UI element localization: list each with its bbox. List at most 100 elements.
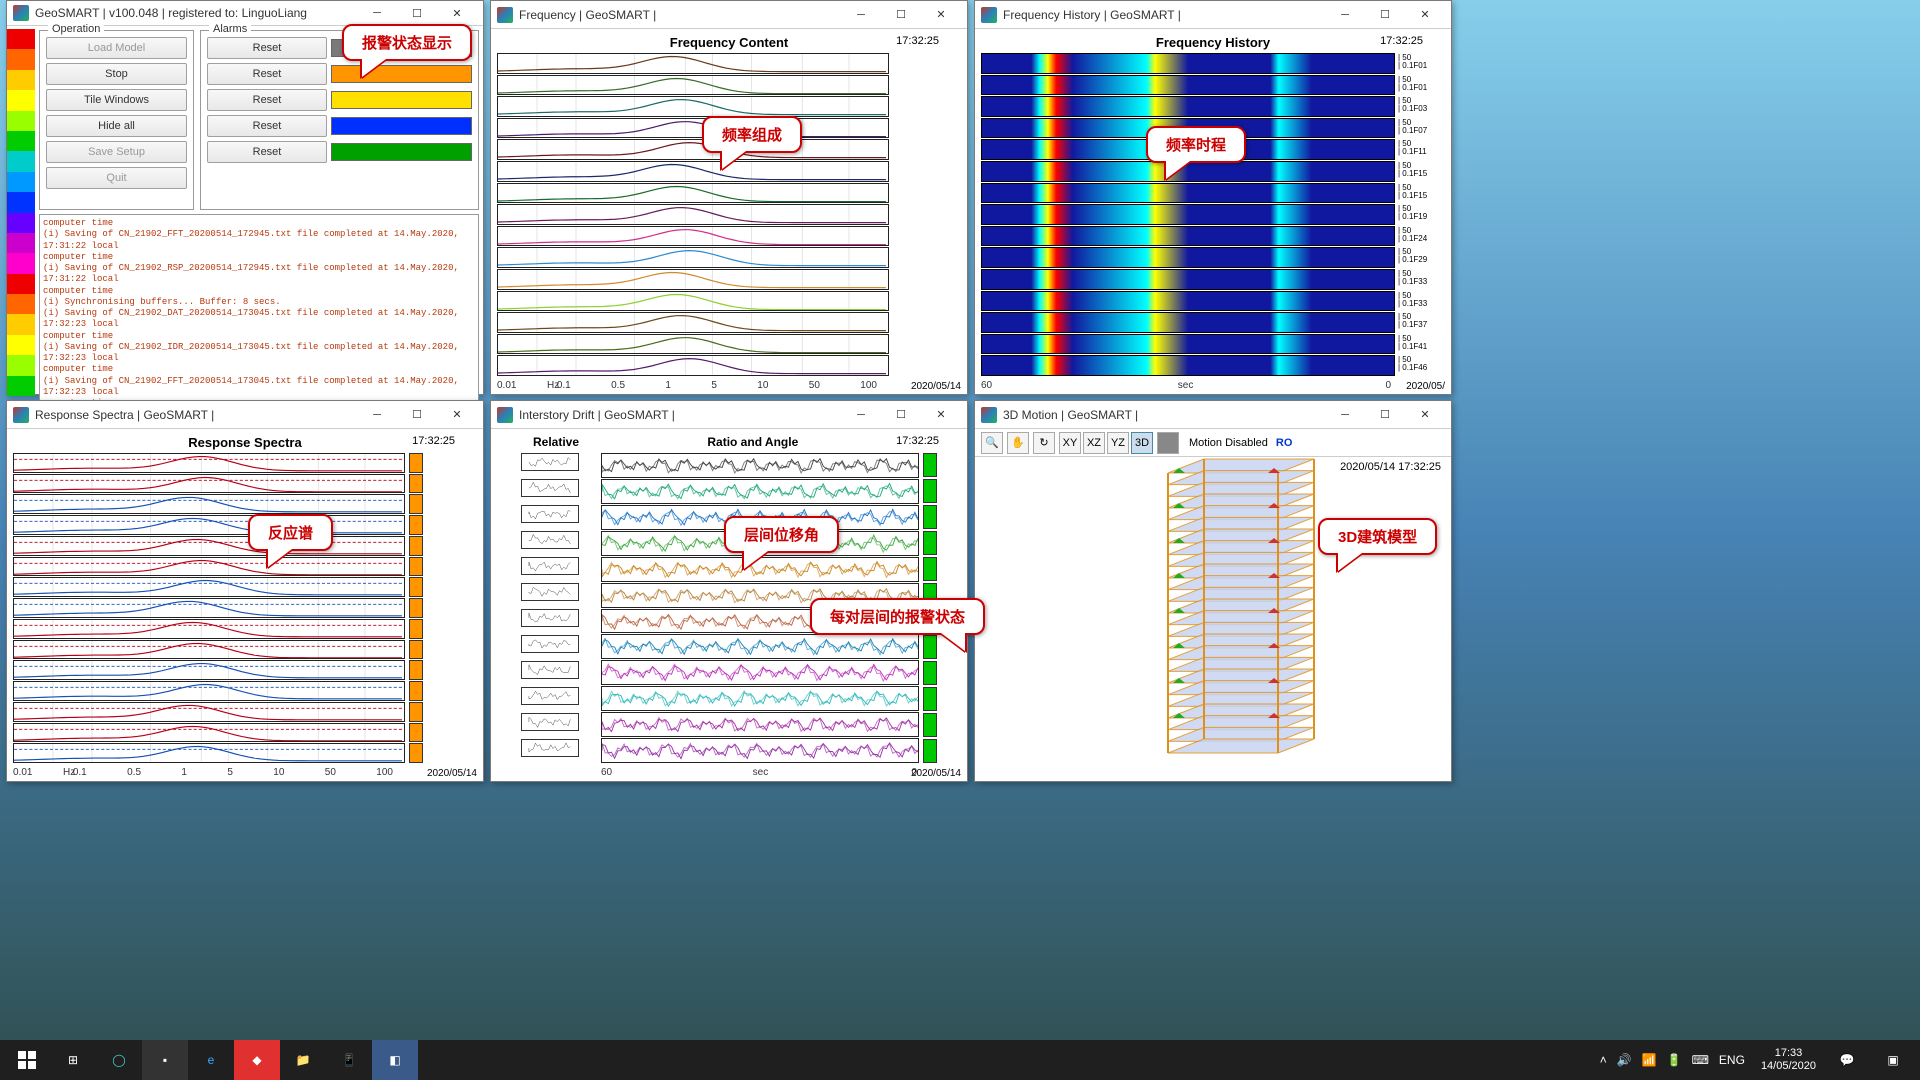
maximize-button[interactable]: ☐	[881, 3, 921, 27]
zoom-icon[interactable]: 🔍	[981, 432, 1003, 454]
alarms-legend: Alarms	[209, 23, 251, 35]
alarm-level-2-bar	[331, 91, 472, 109]
window-title: 3D Motion | GeoSMART |	[1003, 408, 1325, 422]
geosmart-taskbar-icon[interactable]: ◧	[372, 1040, 418, 1080]
spectrogram-strip: | 50 | 0.1F15	[981, 183, 1395, 204]
minimize-button[interactable]: ─	[841, 403, 881, 427]
rotate-icon[interactable]: ↻	[1033, 432, 1055, 454]
callout-drift: 层间位移角	[724, 516, 839, 553]
terminal-icon[interactable]: ▪	[142, 1040, 188, 1080]
op-stop-button[interactable]: Stop	[46, 63, 187, 85]
response-spectra-window: Response Spectra | GeoSMART | ─☐✕ Respon…	[6, 400, 484, 782]
x-axis: 0.010.10.5151050100Hz	[13, 765, 393, 779]
spectrogram-strip: | 50 | 0.1F24	[981, 226, 1395, 247]
drift-thumbnail	[521, 739, 579, 757]
view-yz-button[interactable]: YZ	[1107, 432, 1129, 454]
minimize-button[interactable]: ─	[1325, 403, 1365, 427]
response-spectrum-strip: | 1.000e-02 | 0.000e+00	[13, 723, 405, 743]
channel-indicator-strip	[7, 29, 35, 396]
action-center-icon[interactable]: ▣	[1870, 1040, 1916, 1080]
frequency-channel-strip: | 1.000e-04 | 0.000e+00	[497, 118, 889, 139]
timestamp: 17:32:25	[412, 435, 455, 447]
titlebar[interactable]: Frequency History | GeoSMART | ─☐✕	[975, 1, 1451, 29]
volume-icon[interactable]: 🔊	[1617, 1053, 1632, 1067]
spectrogram-strip: | 50 | 0.1F33	[981, 269, 1395, 290]
op-hide-all-button[interactable]: Hide all	[46, 115, 187, 137]
op-quit-button[interactable]: Quit	[46, 167, 187, 189]
pan-icon[interactable]: ✋	[1007, 432, 1029, 454]
minimize-button[interactable]: ─	[357, 403, 397, 427]
chart-title: Frequency Content	[670, 35, 788, 50]
titlebar[interactable]: Response Spectra | GeoSMART | ─☐✕	[7, 401, 483, 429]
start-button[interactable]	[4, 1040, 50, 1080]
maximize-button[interactable]: ☐	[1365, 403, 1405, 427]
battery-icon[interactable]: 🔋	[1667, 1053, 1682, 1067]
titlebar[interactable]: Frequency | GeoSMART | ─☐✕	[491, 1, 967, 29]
spectrogram-strip: | 50 | 0.1F01	[981, 53, 1395, 74]
minimize-button[interactable]: ─	[1325, 3, 1365, 27]
frequency-channel-strip: | 1.000e-04 | 0.000e+00	[497, 96, 889, 117]
app-icon[interactable]: ◆	[234, 1040, 280, 1080]
view-3d-button[interactable]: 3D	[1131, 432, 1153, 454]
minimize-button[interactable]: ─	[357, 1, 397, 25]
network-icon[interactable]: 📶	[1642, 1053, 1657, 1067]
maximize-button[interactable]: ☐	[397, 1, 437, 25]
notifications-icon[interactable]: 💬	[1824, 1040, 1870, 1080]
titlebar[interactable]: Interstory Drift | GeoSMART | ─☐✕	[491, 401, 967, 429]
reset-alarm-4-button[interactable]: Reset	[207, 141, 327, 163]
drift-ratio-strip	[601, 660, 919, 685]
taskbar-clock[interactable]: 17:3314/05/2020	[1753, 1047, 1824, 1072]
reset-alarm-2-button[interactable]: Reset	[207, 89, 327, 111]
close-button[interactable]: ✕	[1405, 3, 1445, 27]
3d-viewport[interactable]: 2020/05/14 17:32:25	[975, 457, 1451, 781]
alarm-indicator	[409, 702, 423, 722]
callout-3d: 3D建筑模型	[1318, 518, 1437, 555]
reset-alarm-1-button[interactable]: Reset	[207, 63, 327, 85]
app-icon	[13, 407, 29, 423]
drift-alarm-indicator	[923, 505, 937, 529]
close-button[interactable]: ✕	[921, 3, 961, 27]
system-tray[interactable]: ˄ 🔊 📶 🔋 ⌨ ENG	[1592, 1053, 1753, 1067]
view-xy-button[interactable]: XY	[1059, 432, 1081, 454]
op-save-setup-button[interactable]: Save Setup	[46, 141, 187, 163]
op-load-model-button[interactable]: Load Model	[46, 37, 187, 59]
drift-thumbnail	[521, 479, 579, 497]
maximize-button[interactable]: ☐	[397, 403, 437, 427]
window-title: GeoSMART | v100.048 | registered to: Lin…	[35, 6, 357, 20]
maximize-button[interactable]: ☐	[1365, 3, 1405, 27]
phone-icon[interactable]: 📱	[326, 1040, 372, 1080]
alarm-indicator	[409, 577, 423, 597]
titlebar[interactable]: 3D Motion | GeoSMART | ─☐✕	[975, 401, 1451, 429]
op-tile-windows-button[interactable]: Tile Windows	[46, 89, 187, 111]
close-button[interactable]: ✕	[437, 403, 477, 427]
alarm-level-3-bar	[331, 117, 472, 135]
motion-status: Motion Disabled	[1189, 437, 1268, 449]
maximize-button[interactable]: ☐	[881, 403, 921, 427]
reset-alarm-0-button[interactable]: Reset	[207, 37, 327, 59]
close-button[interactable]: ✕	[1405, 403, 1445, 427]
tray-chevron-icon[interactable]: ˄	[1600, 1053, 1607, 1067]
reset-alarm-3-button[interactable]: Reset	[207, 115, 327, 137]
frequency-channel-strip: | 1.000e-04 | 0.000e+00	[497, 355, 889, 376]
taskview-icon[interactable]: ⊞	[50, 1040, 96, 1080]
response-spectrum-strip: | 1.000e-02 | 0.000e+00	[13, 660, 405, 680]
drift-alarm-indicator	[923, 479, 937, 503]
close-button[interactable]: ✕	[437, 1, 477, 25]
toggle-icon[interactable]	[1157, 432, 1179, 454]
response-spectrum-strip: | 1.000e-02 | 0.000e+00	[13, 681, 405, 701]
browser-icon[interactable]: ◯	[96, 1040, 142, 1080]
keyboard-icon[interactable]: ⌨	[1692, 1053, 1709, 1067]
spectrogram-strip: | 50 | 0.1F01	[981, 75, 1395, 96]
minimize-button[interactable]: ─	[841, 3, 881, 27]
callout-freq-history: 频率时程	[1146, 126, 1246, 163]
callout-drift-alarm: 每对层间的报警状态	[810, 598, 985, 635]
explorer-icon[interactable]: 📁	[280, 1040, 326, 1080]
datestamp: 2020/05/	[1406, 381, 1445, 392]
alarm-indicator	[409, 474, 423, 494]
app-icon	[497, 407, 513, 423]
view-xz-button[interactable]: XZ	[1083, 432, 1105, 454]
plot-area: Frequency Content 17:32:25 | 1.000e-04 |…	[491, 29, 967, 394]
edge-icon[interactable]: e	[188, 1040, 234, 1080]
language-indicator[interactable]: ENG	[1719, 1053, 1745, 1067]
close-button[interactable]: ✕	[921, 403, 961, 427]
